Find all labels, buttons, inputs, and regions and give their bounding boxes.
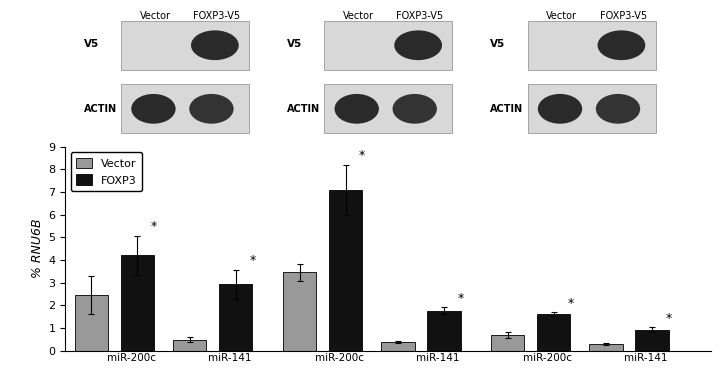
Ellipse shape <box>597 30 645 60</box>
Ellipse shape <box>538 94 582 124</box>
FancyBboxPatch shape <box>528 85 656 133</box>
Bar <box>590 344 623 351</box>
Text: ACTIN: ACTIN <box>287 104 320 114</box>
Ellipse shape <box>191 30 239 60</box>
Text: *: * <box>359 149 365 162</box>
Text: V5: V5 <box>287 39 302 49</box>
Text: ACTIN: ACTIN <box>83 104 117 114</box>
Y-axis label: % RNU6B: % RNU6B <box>31 219 44 279</box>
Text: *: * <box>457 292 464 305</box>
Text: FOXP3-V5: FOXP3-V5 <box>193 11 240 21</box>
Ellipse shape <box>189 94 234 124</box>
Ellipse shape <box>596 94 640 124</box>
Text: *: * <box>249 254 256 267</box>
Ellipse shape <box>393 94 437 124</box>
Ellipse shape <box>131 94 176 124</box>
Text: Vector: Vector <box>546 11 577 21</box>
Text: *: * <box>567 297 574 310</box>
Bar <box>219 284 253 351</box>
Text: FOXP3-V5: FOXP3-V5 <box>600 11 647 21</box>
Legend: Vector, FOXP3: Vector, FOXP3 <box>71 152 142 191</box>
FancyBboxPatch shape <box>121 85 249 133</box>
Bar <box>537 314 571 351</box>
Text: *: * <box>151 221 158 234</box>
Bar <box>121 255 154 351</box>
Bar <box>427 311 460 351</box>
Text: V5: V5 <box>83 39 99 49</box>
Ellipse shape <box>394 30 442 60</box>
FancyBboxPatch shape <box>325 85 452 133</box>
Bar <box>173 339 206 351</box>
Bar <box>491 335 524 351</box>
Ellipse shape <box>335 94 379 124</box>
Text: ACTIN: ACTIN <box>490 104 523 114</box>
FancyBboxPatch shape <box>528 21 656 70</box>
Text: Vector: Vector <box>139 11 171 21</box>
Text: *: * <box>666 312 672 325</box>
Text: Vector: Vector <box>343 11 374 21</box>
Bar <box>381 342 415 351</box>
Bar <box>635 330 669 351</box>
Text: FOXP3-V5: FOXP3-V5 <box>396 11 444 21</box>
Text: V5: V5 <box>490 39 505 49</box>
FancyBboxPatch shape <box>325 21 452 70</box>
Bar <box>75 295 108 351</box>
Bar <box>283 272 317 351</box>
Bar <box>329 190 362 351</box>
FancyBboxPatch shape <box>121 21 249 70</box>
